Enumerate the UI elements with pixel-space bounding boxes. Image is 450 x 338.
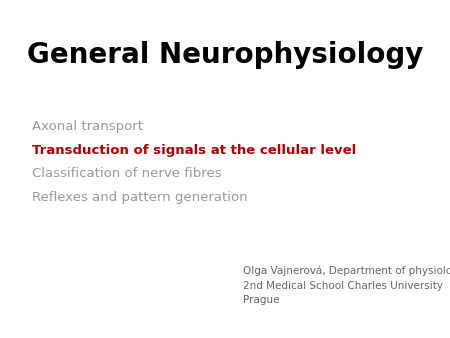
Text: Olga Vajnerová, Department of physiology,
2nd Medical School Charles University
: Olga Vajnerová, Department of physiology… <box>243 265 450 306</box>
Text: Transduction of signals at the cellular level: Transduction of signals at the cellular … <box>32 144 356 156</box>
Text: Classification of nerve fibres: Classification of nerve fibres <box>32 167 221 180</box>
Text: Axonal transport: Axonal transport <box>32 120 143 133</box>
Text: General Neurophysiology: General Neurophysiology <box>27 41 423 69</box>
Text: Reflexes and pattern generation: Reflexes and pattern generation <box>32 191 247 204</box>
